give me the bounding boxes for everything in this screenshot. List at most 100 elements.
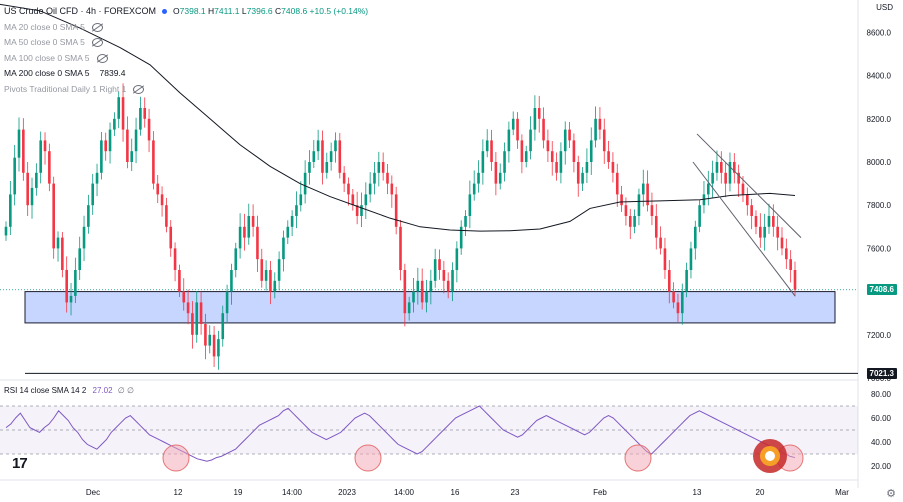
candle-body [511,118,515,130]
candle-body [373,172,376,184]
candle-body [494,162,498,184]
candle-body [126,129,129,162]
candle-body [173,248,177,270]
candle-body [204,324,207,346]
candle-body [169,226,173,249]
indicator-ma20[interactable]: MA 20 close 0 SMA 5 [4,20,368,36]
candle-body [347,183,350,195]
candle-body [160,194,164,206]
candle-body [35,172,38,188]
hidden-eye-icon[interactable] [91,38,103,48]
candle-body [429,280,433,292]
candle-body [282,237,285,260]
candle-body [542,118,545,141]
candle-body [611,162,615,173]
candle-body [698,205,701,227]
candle-body [269,270,272,292]
candle-body [152,140,155,184]
candle-body [420,280,424,303]
candle-body [442,270,446,281]
price-tick-label: 8600.0 [867,28,892,37]
candle-body [104,140,108,152]
indicator-pivots[interactable]: Pivots Traditional Daily 1 Right 1 [4,82,368,98]
candle-body [490,140,493,162]
candle-body [74,270,77,296]
candle-body [407,302,411,314]
candle-body [728,162,732,184]
candle-body [351,194,355,206]
level-price-tag: 7021.3 [866,367,897,379]
candle-body [598,118,602,130]
candle-body [52,183,55,249]
candle-body [65,270,68,303]
candle-body [524,151,528,162]
candle-body [82,226,86,249]
rsi-tick-label: 60.00 [871,414,892,423]
candle-body [563,129,567,152]
candle-body [693,226,697,249]
candle-body [750,205,753,216]
indicator-ma100[interactable]: MA 100 close 0 SMA 5 [4,51,368,67]
candle-body [507,129,511,152]
hidden-eye-icon[interactable] [96,54,108,64]
rsi-tick-label: 40.00 [871,438,892,447]
indicator-ma200[interactable]: MA 200 close 0 SMA 5 7839.4 [4,66,368,82]
candle-body [776,226,779,238]
candle-body [537,108,541,119]
candle-body [217,339,220,357]
candle-body [78,248,81,270]
candle-body [546,140,550,152]
candle-body [403,270,407,314]
candle-body [724,172,727,184]
time-tick-label: 23 [511,488,520,497]
candle-body [433,259,437,281]
candle-body [720,162,723,173]
candle-body [303,172,307,195]
time-tick-label: 16 [451,488,460,497]
candle-body [455,248,459,270]
candle-body [251,216,255,227]
candle-body [295,205,298,216]
candle-body [22,129,25,173]
candle-body [247,216,251,238]
candle-body [641,183,645,195]
candle-body [43,140,47,152]
candle-body [182,291,186,303]
candle-body [585,162,589,173]
candle-body [516,118,519,141]
candle-body [477,172,480,184]
currency-label[interactable]: USD [876,3,893,12]
channel-lower-line [692,161,796,297]
candle-body [416,280,420,292]
candle-body [706,183,710,195]
hidden-eye-icon[interactable] [91,22,103,32]
price-tick-label: 8200.0 [867,115,892,124]
candle-body [715,162,719,173]
symbol-title[interactable]: US Crude Oil CFD · 4h · FOREXCOM [4,6,157,16]
candle-body [789,259,792,270]
rsi-legend[interactable]: RSI 14 close SMA 14 2 27.02 ∅ ∅ [4,386,134,395]
channel-upper-line [696,133,802,238]
rsi-oversold-marker [624,444,652,472]
candle-body [26,172,29,206]
time-tick-label: Dec [86,488,100,497]
price-tick-label: 7600.0 [867,244,892,253]
candle-body [399,226,402,270]
candle-body [342,172,346,184]
rsi-oversold-marker [162,444,190,472]
rsi-tick-label: 20.00 [871,462,892,471]
indicator-ma50[interactable]: MA 50 close 0 SMA 5 [4,35,368,51]
candle-body [572,140,576,162]
tradingview-logo-icon[interactable]: 17 [12,455,28,472]
hidden-eye-icon[interactable] [133,85,145,95]
candle-body [637,194,641,216]
candle-body [95,172,99,184]
candle-body [364,194,368,206]
rsi-label: RSI 14 close SMA 14 2 [4,386,87,395]
candle-body [321,140,324,173]
candle-body [334,140,337,152]
price-tick-label: 8000.0 [867,158,892,167]
gear-icon[interactable]: ⚙ [886,488,896,500]
time-tick-label: 2023 [338,488,356,497]
